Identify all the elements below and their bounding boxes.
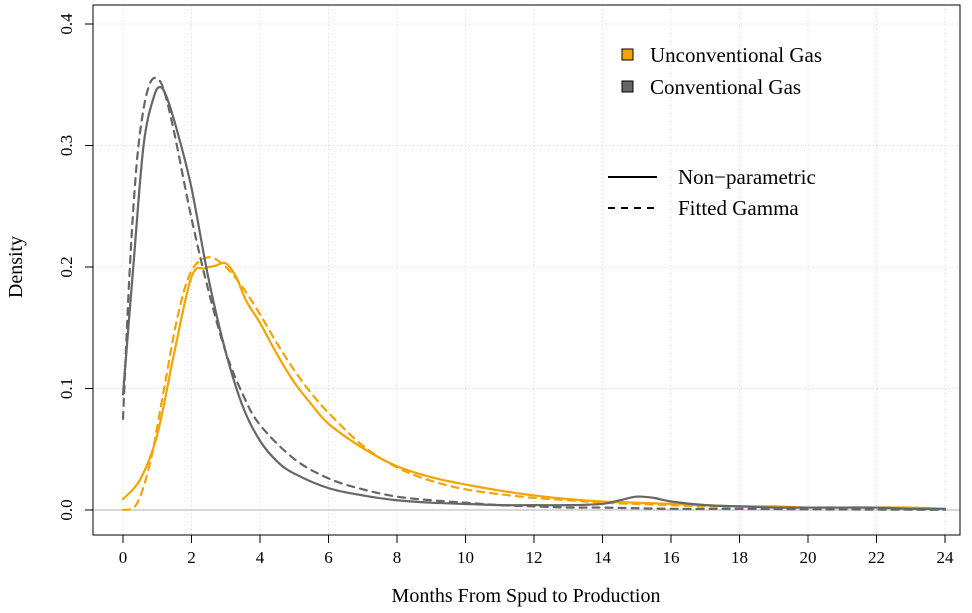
- x-tick-label: 18: [731, 548, 748, 567]
- x-tick-label: 14: [594, 548, 612, 567]
- series-unconventional-gas-dashed: [121, 256, 947, 512]
- series-conventional-gas-dashed: [121, 76, 947, 511]
- axes: 0 2 4 6 8 10 12 14 16 18 20 22 240.00.10.20.30.4: [57, 13, 954, 567]
- legend-label-nonparametric: Non−parametric: [678, 165, 816, 189]
- y-tick-label: 0.4: [57, 13, 76, 35]
- legend-label-unconventional: Unconventional Gas: [650, 43, 822, 67]
- x-tick-label: 0: [119, 548, 128, 567]
- x-tick-label: 12: [526, 548, 543, 567]
- y-tick-label: 0.0: [57, 499, 76, 520]
- grid: [93, 5, 960, 535]
- x-tick-label: 6: [324, 548, 333, 567]
- plot-frame: [92, 4, 961, 536]
- series-lines: [121, 76, 947, 512]
- legend-line-styles: Non−parametric Fitted Gamma: [608, 165, 816, 220]
- x-tick-label: 22: [868, 548, 885, 567]
- legend-groups: Unconventional Gas Conventional Gas: [621, 43, 822, 99]
- x-axis-label: Months From Spud to Production: [392, 585, 661, 607]
- x-tick-label: 2: [187, 548, 196, 567]
- legend-swatch-unconventional: [621, 48, 634, 61]
- y-axis-label: Density: [5, 236, 27, 298]
- y-tick-label: 0.3: [57, 135, 76, 156]
- x-tick-label: 24: [937, 548, 955, 567]
- x-tick-label: 20: [800, 548, 817, 567]
- x-tick-label: 16: [663, 548, 680, 567]
- legend-label-conventional: Conventional Gas: [650, 75, 801, 99]
- x-tick-label: 4: [256, 548, 265, 567]
- legend-swatch-conventional: [621, 80, 634, 93]
- x-tick-label: 8: [393, 548, 402, 567]
- x-tick-label: 10: [457, 548, 474, 567]
- y-tick-label: 0.2: [57, 256, 76, 277]
- legend-label-fitted-gamma: Fitted Gamma: [678, 196, 799, 220]
- y-tick-label: 0.1: [57, 378, 76, 399]
